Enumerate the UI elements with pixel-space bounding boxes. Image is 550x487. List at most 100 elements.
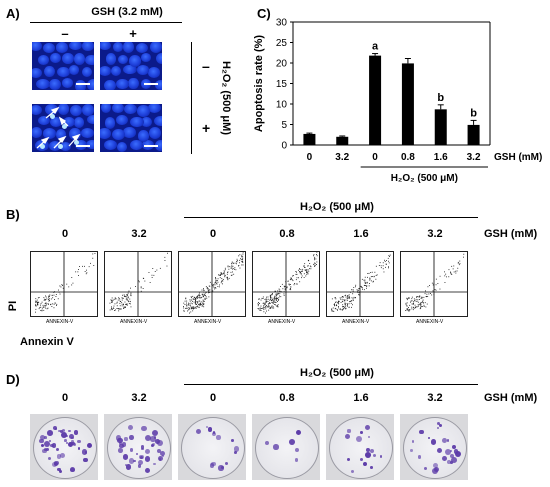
nucleus	[42, 42, 55, 54]
colony	[360, 431, 363, 435]
colony	[77, 439, 81, 444]
nucleus	[149, 127, 162, 139]
nucleus	[57, 104, 70, 116]
colony	[152, 462, 156, 466]
x-tick-label: 0	[372, 152, 378, 163]
flow-plot-xlabel: ANNEXIN-V	[268, 319, 296, 325]
colony	[442, 437, 448, 443]
flow-condition-label: 0	[209, 228, 217, 240]
colony	[153, 436, 157, 439]
colony	[436, 447, 443, 454]
colony	[157, 448, 162, 453]
apoptotic-nucleus	[74, 140, 79, 145]
colony-h2o2-label: H₂O₂ (500 μM)	[300, 367, 374, 379]
colony	[39, 435, 46, 441]
colony	[289, 438, 295, 445]
scale-bar	[144, 83, 158, 85]
apoptotic-nucleus	[40, 144, 45, 149]
colony	[379, 455, 383, 458]
gsh-header: GSH (3.2 mM)	[91, 6, 163, 18]
colony	[140, 444, 145, 449]
nucleus	[55, 129, 67, 141]
micrograph-h2o2-gsh	[100, 104, 162, 152]
colony	[128, 458, 135, 464]
nucleus	[117, 54, 128, 65]
colony	[158, 457, 162, 461]
nucleus	[73, 53, 85, 66]
colony	[68, 429, 71, 433]
colony	[225, 461, 229, 465]
nucleus	[87, 79, 94, 90]
nucleus	[112, 42, 124, 53]
flow-plot-xlabel: ANNEXIN-V	[194, 319, 222, 325]
colony	[67, 442, 74, 448]
row-label-plus: +	[202, 120, 211, 136]
colony	[216, 435, 221, 440]
panel-label-d: D)	[6, 372, 20, 387]
scale-bar	[76, 145, 90, 147]
colony	[144, 448, 151, 455]
flow-condition-label: 0	[61, 228, 69, 240]
nucleus	[82, 66, 93, 78]
colony	[144, 456, 150, 462]
flow-condition-label: 3.2	[427, 228, 443, 240]
colony	[145, 434, 152, 441]
y-axis-label: Apoptosis rate (%)	[253, 35, 265, 133]
scale-bar	[144, 145, 158, 147]
colony	[48, 439, 51, 442]
colony	[294, 457, 299, 462]
flow-scatter	[179, 251, 245, 316]
colony	[295, 447, 300, 452]
flow-scatter	[253, 251, 319, 316]
y-tick-label: 5	[281, 120, 287, 131]
colony	[196, 429, 202, 435]
colony	[209, 463, 215, 468]
apoptotic-nucleus	[62, 124, 67, 129]
nucleus	[103, 140, 118, 151]
apoptosis-bar-chart: 0 5 10 15 20 25 30 Apoptosis rate (%) 0 3.2 a 0 0.8 b…	[253, 18, 542, 185]
nucleus	[136, 104, 151, 117]
flow-plot-xlabel: ANNEXIN-V	[46, 319, 74, 325]
nucleus	[37, 55, 49, 65]
nucleus	[140, 116, 152, 128]
nucleus	[135, 42, 149, 54]
petri-plate	[329, 417, 393, 479]
flow-cytometry-plot	[326, 251, 394, 317]
colony	[419, 429, 424, 434]
colony	[127, 424, 134, 431]
x-tick-label: 3.2	[335, 152, 349, 163]
nucleus	[36, 78, 51, 89]
colony	[61, 429, 65, 433]
panel-label-a: A)	[6, 6, 20, 21]
nucleus	[149, 42, 162, 54]
colony	[83, 457, 88, 463]
row-label-minus: –	[202, 58, 210, 74]
colony	[46, 429, 53, 436]
nucleus	[62, 77, 74, 88]
nucleus	[136, 65, 150, 75]
nucleus	[100, 66, 111, 76]
colony	[450, 456, 457, 463]
flow-gsh-label: GSH (mM)	[484, 228, 538, 240]
colony	[206, 425, 209, 428]
apoptotic-nucleus	[50, 114, 55, 119]
colony	[161, 454, 164, 457]
flow-ylabel: PI	[7, 300, 20, 312]
petri-plate	[255, 417, 319, 479]
x-tick-label: 1.6	[434, 152, 448, 163]
colony	[64, 439, 67, 442]
colony-dish	[252, 414, 320, 480]
flow-plot-xlabel: ANNEXIN-V	[342, 319, 370, 325]
nucleus	[137, 129, 150, 142]
colony	[347, 429, 351, 433]
flow-cytometry-plot	[252, 251, 320, 317]
flow-scatter	[401, 252, 467, 316]
colony	[41, 444, 45, 448]
colony	[54, 428, 57, 431]
bar	[467, 124, 480, 145]
nucleus	[100, 104, 112, 114]
colony	[136, 453, 139, 456]
scale-bar	[76, 83, 90, 85]
nucleus	[62, 116, 75, 127]
petri-plate	[33, 417, 97, 479]
